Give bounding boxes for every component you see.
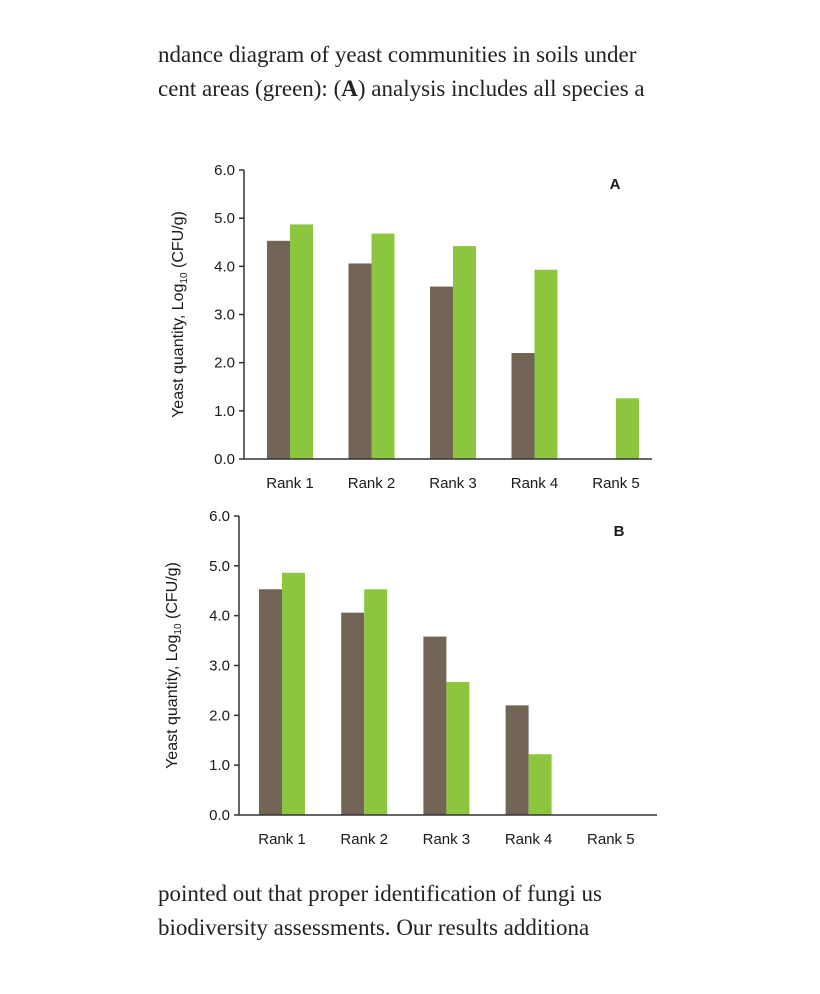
bar xyxy=(616,398,639,459)
y-tick-label: 4.0 xyxy=(209,608,230,625)
x-tick-label: Rank 2 xyxy=(348,475,396,492)
body-text: pointed out that proper identification o… xyxy=(158,877,658,957)
y-tick-label: 0.0 xyxy=(214,451,235,468)
bar xyxy=(528,754,552,815)
y-tick-label: 6.0 xyxy=(209,508,230,525)
body-word: assessments. xyxy=(273,915,391,940)
bar xyxy=(423,636,447,815)
panel-label: B xyxy=(614,523,625,540)
body-line-2: biodiversity assessments. Our results ad… xyxy=(158,911,658,945)
body-word: Our xyxy=(396,915,433,940)
caption-line-2-end: ) analysis includes all species a xyxy=(357,76,645,101)
x-tick-label: Rank 3 xyxy=(429,475,477,492)
caption-line-2: cent areas (green): (A) analysis include… xyxy=(158,72,658,106)
bar xyxy=(290,224,313,459)
bar xyxy=(282,572,305,815)
bar xyxy=(453,246,476,459)
bar xyxy=(267,240,290,459)
bar xyxy=(371,233,395,459)
body-word: results xyxy=(437,915,498,940)
y-tick-label: 2.0 xyxy=(209,707,230,724)
x-tick-label: Rank 4 xyxy=(505,831,553,848)
body-line-1: pointed out that proper identification o… xyxy=(158,881,602,906)
x-tick-label: Rank 1 xyxy=(258,831,306,848)
body-word: additiona xyxy=(503,915,590,940)
bar xyxy=(259,589,282,815)
bar xyxy=(341,612,365,815)
y-tick-label: 1.0 xyxy=(209,757,230,774)
bar xyxy=(511,353,535,459)
y-tick-label: 0.0 xyxy=(209,807,230,824)
caption-line-1: ndance diagram of yeast communities in s… xyxy=(158,42,637,67)
bar xyxy=(348,263,372,459)
body-line-3-cut xyxy=(158,945,658,957)
body-word: biodiversity xyxy=(158,915,268,940)
caption-panel-ref: A xyxy=(341,76,358,101)
bar xyxy=(364,589,388,815)
y-tick-label: 5.0 xyxy=(214,210,235,227)
x-tick-label: Rank 3 xyxy=(423,831,471,848)
bar xyxy=(534,269,558,459)
y-tick-label: 6.0 xyxy=(214,162,235,179)
bar xyxy=(446,681,470,815)
y-tick-label: 2.0 xyxy=(214,355,235,372)
bar xyxy=(430,286,453,459)
figure-caption: ndance diagram of yeast communities in s… xyxy=(158,38,658,106)
panel-label: A xyxy=(610,176,621,193)
x-tick-label: Rank 4 xyxy=(511,475,559,492)
x-tick-label: Rank 1 xyxy=(266,475,314,492)
y-tick-label: 3.0 xyxy=(209,658,230,675)
y-axis-label: Yeast quantity, Log10 (CFU/g) xyxy=(164,562,184,769)
caption-line-2-start: cent areas (green): ( xyxy=(158,76,342,101)
x-tick-label: Rank 2 xyxy=(340,831,388,848)
bar xyxy=(505,705,529,815)
y-tick-label: 5.0 xyxy=(209,558,230,575)
y-tick-label: 3.0 xyxy=(214,307,235,324)
y-axis-label: Yeast quantity, Log10 (CFU/g) xyxy=(170,211,190,418)
x-tick-label: Rank 5 xyxy=(587,831,635,848)
y-tick-label: 1.0 xyxy=(214,403,235,420)
y-tick-label: 4.0 xyxy=(214,258,235,275)
x-tick-label: Rank 5 xyxy=(592,475,640,492)
